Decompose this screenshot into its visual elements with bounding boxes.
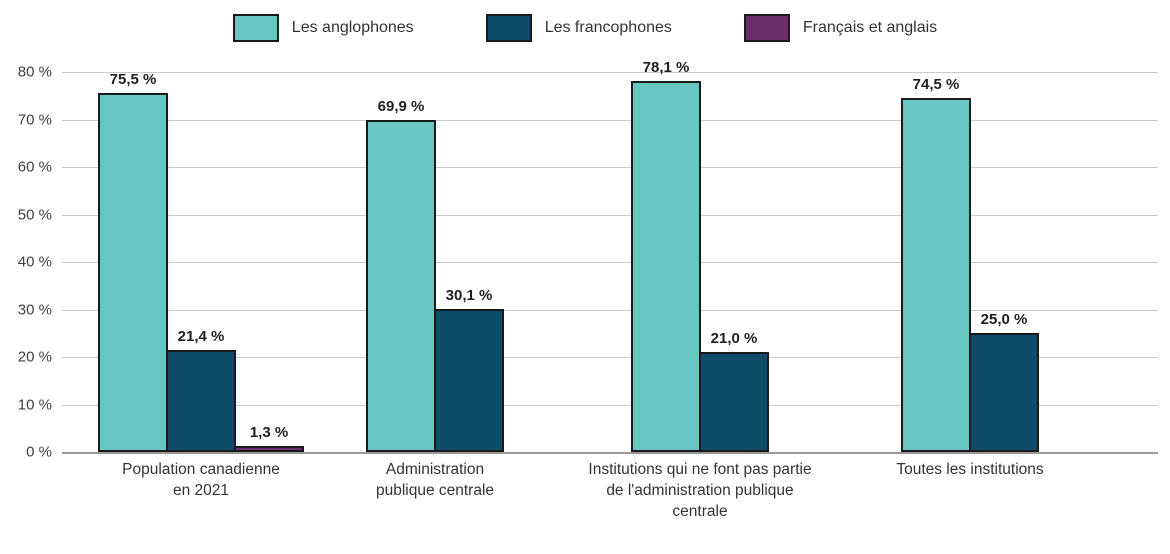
value-label: 75,5 %	[109, 71, 157, 89]
y-axis-tick: 20 %	[17, 348, 52, 366]
gridline	[62, 167, 1158, 168]
bar-group: 69,9 % 30,1 %	[366, 98, 504, 452]
chart-body: 0 % 10 % 20 % 30 % 40 % 50 % 60 % 70 % 80 % 75,5…	[0, 59, 1170, 461]
bar-slot: 74,5 %	[901, 76, 971, 452]
y-axis-tick: 40 %	[17, 253, 52, 271]
chart-legend: Les anglophones Les francophones Françai…	[0, 0, 1170, 44]
legend-item-francophones: Les francophones	[485, 14, 672, 42]
bar-group: 75,5 % 21,4 % 1,3 %	[98, 71, 304, 452]
bar-group: 74,5 % 25,0 %	[901, 76, 1039, 452]
value-label: 21,4 %	[177, 328, 225, 346]
gridline	[62, 404, 1158, 406]
bar-slot: 78,1 %	[631, 59, 701, 452]
value-label: 25,0 %	[980, 311, 1028, 329]
x-axis-label: Administration publique centrale	[375, 461, 495, 499]
bar-slot: 25,0 %	[969, 311, 1039, 452]
value-label: 78,1 %	[642, 59, 690, 77]
gridline	[62, 357, 1158, 358]
value-label: 30,1 %	[445, 287, 493, 305]
bar-series-2	[234, 445, 304, 452]
plot-area: 75,5 % 21,4 % 1,3 % 69,9 % 30,1 % 78,1 % 21,0 …	[62, 59, 1158, 454]
legend-swatch-francais-et-anglais	[743, 14, 790, 42]
bar-series-0	[631, 81, 701, 452]
bar-group: 78,1 % 21,0 %	[631, 59, 769, 452]
gridline	[62, 72, 1158, 73]
bar-slot: 69,9 %	[366, 98, 436, 452]
legend-swatch-anglophones	[232, 14, 279, 42]
y-axis-tick: 10 %	[17, 396, 52, 413]
gridline	[62, 214, 1158, 216]
bar-slot: 75,5 %	[98, 71, 168, 452]
bar-series-1	[969, 333, 1039, 452]
gridline	[62, 309, 1158, 311]
x-axis-label: Toutes les institutions	[896, 461, 1044, 478]
value-label: 74,5 %	[912, 76, 960, 94]
y-axis-tick: 70 %	[17, 111, 52, 128]
value-label: 1,3 %	[249, 423, 289, 441]
bar-slot: 1,3 %	[234, 424, 304, 452]
legend-label-anglophones: Les anglophones	[291, 19, 414, 36]
legend-label-francophones: Les francophones	[544, 19, 672, 36]
value-label: 69,9 %	[377, 97, 425, 115]
bar-slot: 30,1 %	[434, 287, 504, 452]
value-label: 21,0 %	[710, 330, 758, 348]
y-axis-tick: 80 %	[17, 63, 52, 81]
x-axis-line	[62, 452, 1158, 454]
y-axis-tick: 50 %	[17, 206, 52, 223]
gridline	[62, 119, 1158, 121]
y-axis: 0 % 10 % 20 % 30 % 40 % 50 % 60 % 70 % 80 %	[0, 64, 62, 461]
x-axis-labels: Population canadienne en 2021 Administrat…	[62, 452, 1158, 552]
bar-series-1	[434, 309, 504, 452]
bar-slot: 21,0 %	[699, 330, 769, 452]
bar-series-1	[699, 352, 769, 452]
y-axis-tick: 0 %	[26, 443, 52, 461]
legend-label-francais-et-anglais: Français et anglais	[802, 19, 938, 36]
bar-series-0	[98, 93, 168, 452]
bar-series-0	[901, 98, 971, 452]
bar-slot: 21,4 %	[166, 328, 236, 452]
legend-item-anglophones: Les anglophones	[232, 14, 414, 42]
gridline	[62, 262, 1158, 263]
bar-series-0	[366, 119, 436, 452]
y-axis-tick: 30 %	[17, 301, 52, 318]
y-axis-tick: 60 %	[17, 158, 52, 176]
x-axis-label: Population canadienne en 2021	[122, 461, 280, 499]
legend-swatch-francophones	[485, 14, 532, 42]
legend-item-francais-et-anglais: Français et anglais	[743, 14, 938, 42]
bar-series-1	[166, 350, 236, 452]
x-axis-label: Institutions qui ne font pas partie de l…	[588, 461, 812, 520]
